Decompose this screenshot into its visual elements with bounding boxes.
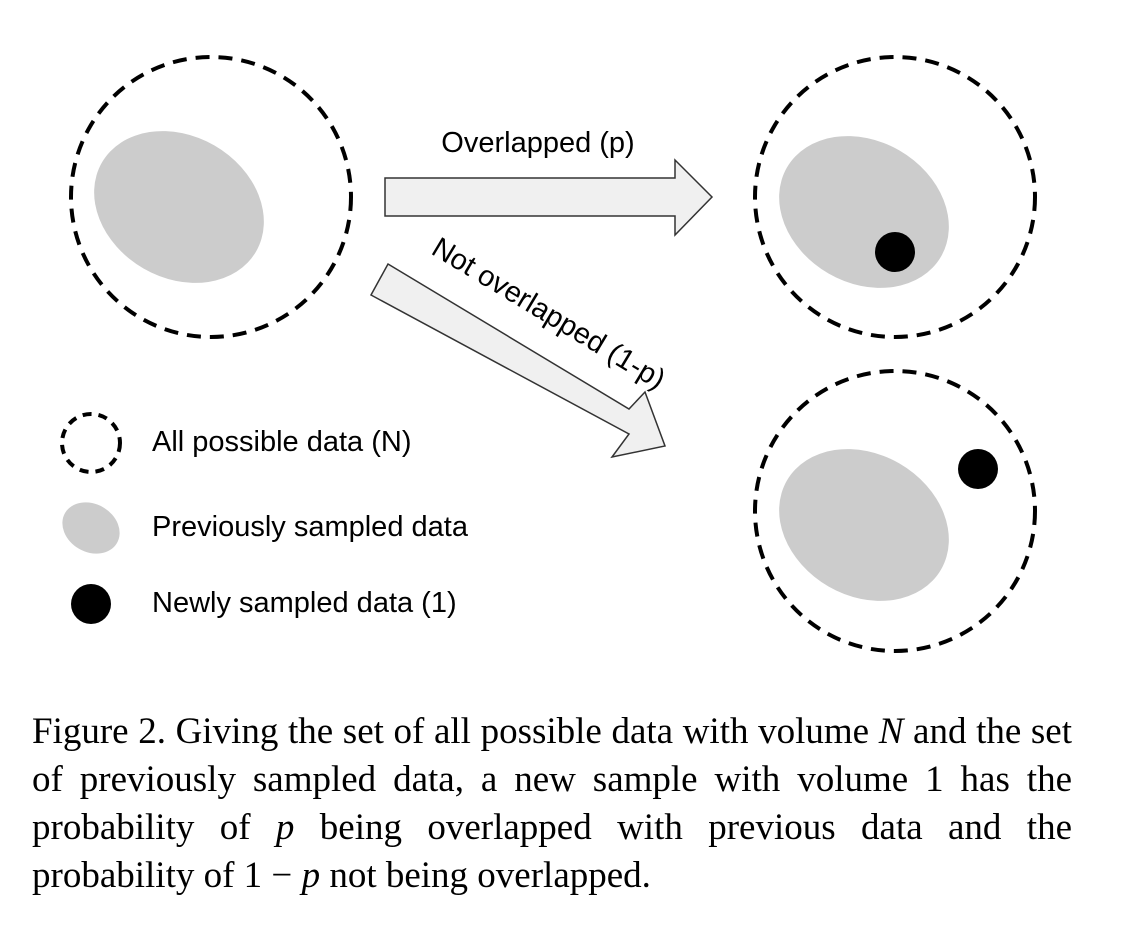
overlapped-label: Overlapped (p) <box>441 127 634 159</box>
caption-prefix: Figure 2. Giving the set of all possible… <box>32 711 879 752</box>
all-data-circle-overlapped <box>753 55 1037 339</box>
overlapped-arrow: Overlapped (p) <box>384 127 714 237</box>
all-data-circle-source <box>69 55 353 339</box>
source-set <box>69 55 353 339</box>
legend-label-all-data: All possible data (N) <box>152 426 412 458</box>
caption-var-n: N <box>878 711 904 752</box>
not-overlapped-outcome-set <box>753 369 1037 653</box>
dashed-circle-icon <box>60 412 122 474</box>
black-dot-icon <box>71 584 111 624</box>
legend-label-new-data: Newly sampled data (1) <box>152 587 457 619</box>
previous-data-ellipse-not-overlapped <box>779 449 949 601</box>
new-sample-dot-not-overlapped <box>958 449 998 489</box>
not-overlapped-arrow-shape <box>369 262 667 459</box>
legend-icons <box>60 412 122 624</box>
caption-suffix: not being overlapped. <box>320 855 651 896</box>
caption-var-p2: p <box>301 855 321 896</box>
previous-data-ellipse-source <box>94 131 264 283</box>
not-overlapped-arrow: Not overlapped (1-p) <box>369 232 671 459</box>
legend-label-previous-data: Previously sampled data <box>152 511 468 543</box>
caption-mid2: being overlapped with previous data and … <box>32 807 1072 896</box>
caption-var-p1: p <box>275 807 295 848</box>
new-sample-dot-overlapped <box>875 232 915 272</box>
diagram: Overlapped (p) Not overlapped (1-p) <box>60 55 1037 653</box>
previous-data-ellipse-overlapped <box>779 136 949 288</box>
caption-mid1: and the set of previously sampled data, … <box>32 711 1072 848</box>
figure-caption: Figure 2. Giving the set of all possible… <box>32 708 1072 900</box>
overlapped-outcome-set <box>753 55 1037 339</box>
all-data-circle-not-overlapped <box>753 369 1037 653</box>
gray-ellipse-icon <box>62 502 120 554</box>
overlapped-arrow-shape <box>384 158 714 237</box>
